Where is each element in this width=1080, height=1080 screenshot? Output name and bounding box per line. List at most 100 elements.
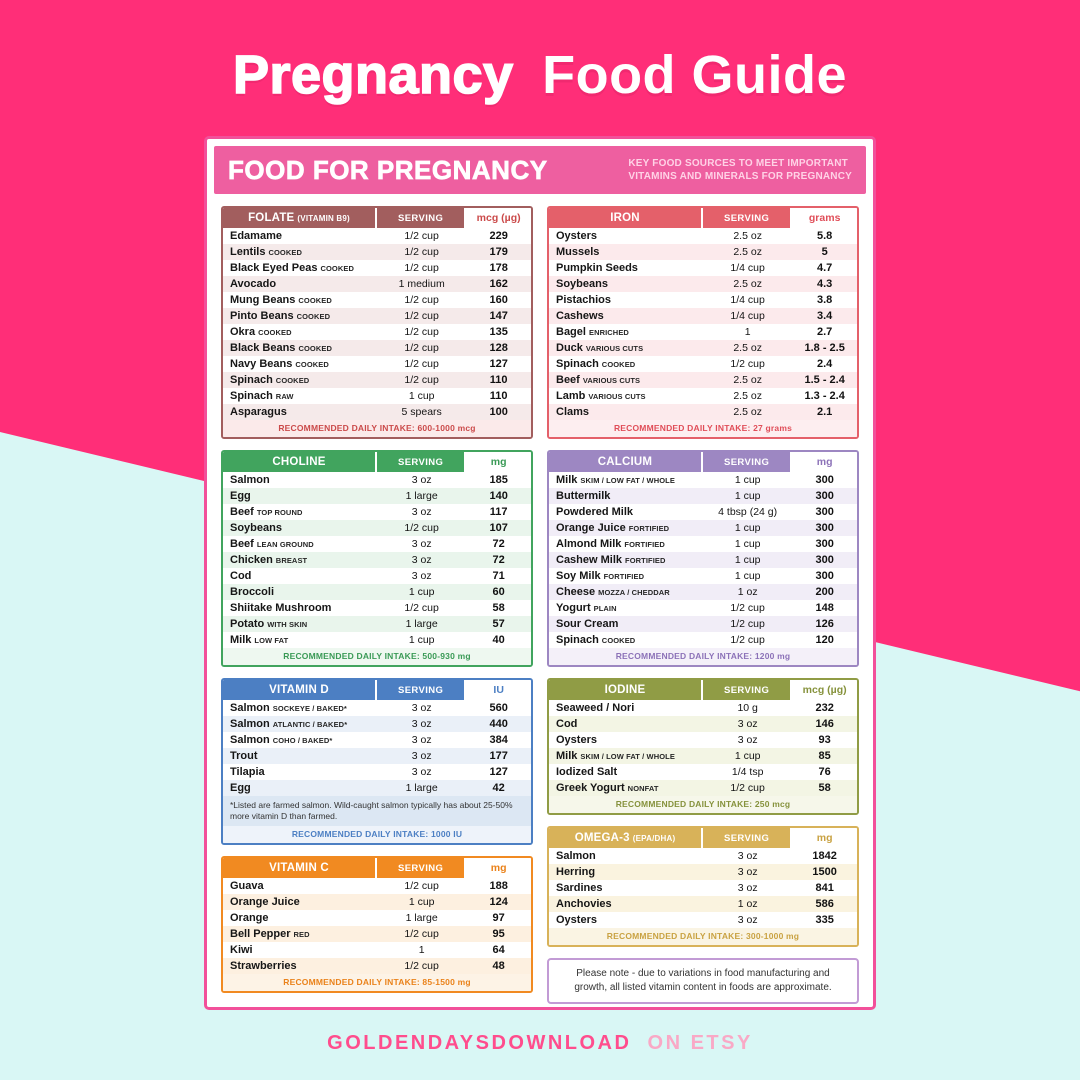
- food-row: Beef TOP ROUND 3 oz 117: [223, 504, 531, 520]
- food-value: 5.8: [817, 230, 833, 242]
- table-header-row: VITAMIN D SERVING IU: [223, 680, 531, 700]
- food-serving: 1/4 cup: [730, 310, 765, 322]
- food-row: Spinach RAW 1 cup 110: [223, 388, 531, 404]
- food-name: Chicken BREAST: [223, 554, 377, 566]
- table-iodine: IODINE SERVING mcg (µg) Seaweed / Nori 10 g 2…: [547, 678, 859, 815]
- food-name: Cod: [223, 570, 377, 582]
- food-serving: 4 tbsp (24 g): [718, 506, 778, 518]
- food-name-text: Mung Beans: [230, 294, 296, 306]
- food-name-text: Edamame: [230, 230, 282, 242]
- food-row: Lamb VARIOUS CUTS 2.5 oz 1.3 - 2.4: [549, 388, 857, 404]
- food-serving: 3 oz: [737, 866, 758, 878]
- table-title-suffix: (EPA/DHA): [632, 833, 676, 843]
- serving-column-header: SERVING: [703, 680, 793, 700]
- food-serving: 1/2 cup: [730, 618, 765, 630]
- food-row: Beef LEAN GROUND 3 oz 72: [223, 536, 531, 552]
- food-name: Orange: [223, 912, 377, 924]
- rdi-value: 85-1500 mg: [422, 977, 471, 988]
- food-row: Iodized Salt 1/4 tsp 76: [549, 764, 857, 780]
- food-value: 72: [492, 554, 505, 566]
- food-row: Oysters 3 oz 335: [549, 912, 857, 928]
- food-row: Asparagus 5 spears 100: [223, 404, 531, 420]
- food-serving: 1 cup: [734, 522, 761, 534]
- food-name: Asparagus: [223, 406, 377, 418]
- food-row: Salmon SOCKEYE / BAKED* 3 oz 560: [223, 700, 531, 716]
- serving-column-header: SERVING: [703, 452, 793, 472]
- food-name-text: Avocado: [230, 278, 277, 290]
- food-guide-card: FOOD FOR PREGNANCY KEY FOOD SOURCES TO M…: [204, 136, 876, 1010]
- food-name: Lentils COOKED: [223, 246, 377, 258]
- food-value: 300: [815, 522, 834, 534]
- food-row: Tilapia 3 oz 127: [223, 764, 531, 780]
- food-serving: 3 oz: [411, 570, 432, 582]
- card-header: FOOD FOR PREGNANCY KEY FOOD SOURCES TO M…: [214, 146, 866, 194]
- food-value: 560: [489, 702, 508, 714]
- food-row: Salmon COHO / BAKED* 3 oz 384: [223, 732, 531, 748]
- food-serving: 1: [744, 326, 751, 338]
- food-row: Pistachios 1/4 cup 3.8: [549, 292, 857, 308]
- food-row: Mung Beans COOKED 1/2 cup 160: [223, 292, 531, 308]
- food-name: Cod: [549, 718, 703, 730]
- table-folate: FOLATE (VITAMIN B9) SERVING mcg (µg) Edamame…: [221, 206, 533, 439]
- food-row: Oysters 3 oz 93: [549, 732, 857, 748]
- food-serving: 1/4 cup: [730, 294, 765, 306]
- food-serving: 1 cup: [408, 896, 435, 909]
- food-name-text: Pinto Beans: [230, 310, 294, 322]
- food-serving: 2.5 oz: [733, 278, 762, 290]
- food-name-text: Cashew Milk: [556, 554, 623, 566]
- food-row: Soybeans 1/2 cup 107: [223, 520, 531, 536]
- food-row: Sour Cream 1/2 cup 126: [549, 616, 857, 632]
- food-value: 85: [818, 750, 831, 762]
- food-name: Bell Pepper RED: [223, 928, 377, 940]
- food-serving: 5 spears: [401, 406, 442, 418]
- food-row: Orange 1 large 97: [223, 910, 531, 926]
- serving-column-header: SERVING: [703, 208, 793, 228]
- food-value: 300: [815, 474, 834, 486]
- food-name-text: Anchovies: [556, 898, 612, 910]
- food-value: 300: [815, 490, 834, 502]
- food-name: Anchovies: [549, 898, 703, 910]
- food-name: Bagel ENRICHED: [549, 326, 703, 338]
- food-row: Guava 1/2 cup 188: [223, 878, 531, 894]
- food-qualifier: BREAST: [275, 556, 308, 565]
- food-row: Salmon 3 oz 185: [223, 472, 531, 488]
- food-value: 148: [815, 602, 834, 614]
- food-name: Oysters: [549, 734, 703, 746]
- food-row: Egg 1 large 42: [223, 780, 531, 796]
- food-qualifier: FORTIFIED: [624, 540, 665, 549]
- page-title-regular: Food Guide: [542, 45, 848, 105]
- food-row: Salmon 3 oz 1842: [549, 848, 857, 864]
- food-row: Soy Milk FORTIFIED 1 cup 300: [549, 568, 857, 584]
- food-serving: 1/2 cup: [404, 928, 439, 941]
- food-row: Almond Milk FORTIFIED 1 cup 300: [549, 536, 857, 552]
- food-name-text: Oysters: [556, 230, 597, 242]
- unit-column-header: mcg (µg): [476, 212, 521, 224]
- food-name-text: Salmon: [230, 718, 270, 730]
- food-row: Powdered Milk 4 tbsp (24 g) 300: [549, 504, 857, 520]
- food-value: 97: [492, 912, 505, 925]
- food-serving: 1 cup: [408, 390, 435, 402]
- food-serving: 1/2 cup: [404, 326, 439, 338]
- food-name-text: Orange Juice: [230, 896, 300, 909]
- food-row: Beef VARIOUS CUTS 2.5 oz 1.5 - 2.4: [549, 372, 857, 388]
- food-value: 120: [815, 634, 834, 646]
- food-serving: 1/2 cup: [404, 310, 439, 322]
- food-serving: 1/2 cup: [404, 602, 439, 614]
- food-serving: 3 oz: [411, 766, 432, 778]
- food-row: Spinach COOKED 1/2 cup 2.4: [549, 356, 857, 372]
- food-name-text: Clams: [556, 406, 590, 418]
- food-qualifier: COOKED: [258, 328, 292, 337]
- food-serving: 3 oz: [411, 734, 432, 746]
- food-name-text: Mussels: [556, 246, 600, 258]
- food-name: Milk SKIM / LOW FAT / WHOLE: [549, 750, 703, 762]
- food-serving: 2.5 oz: [733, 406, 762, 418]
- table-title-text: VITAMIN C: [269, 862, 329, 875]
- food-row: Soybeans 2.5 oz 4.3: [549, 276, 857, 292]
- food-serving: 3 oz: [737, 734, 758, 746]
- food-qualifier: RED: [293, 930, 310, 940]
- food-serving: 1 large: [405, 912, 438, 925]
- food-name-text: Salmon: [556, 850, 596, 862]
- table-title: VITAMIN C: [223, 858, 377, 879]
- food-name-text: Chicken: [230, 554, 273, 566]
- food-name: Spinach COOKED: [549, 358, 703, 370]
